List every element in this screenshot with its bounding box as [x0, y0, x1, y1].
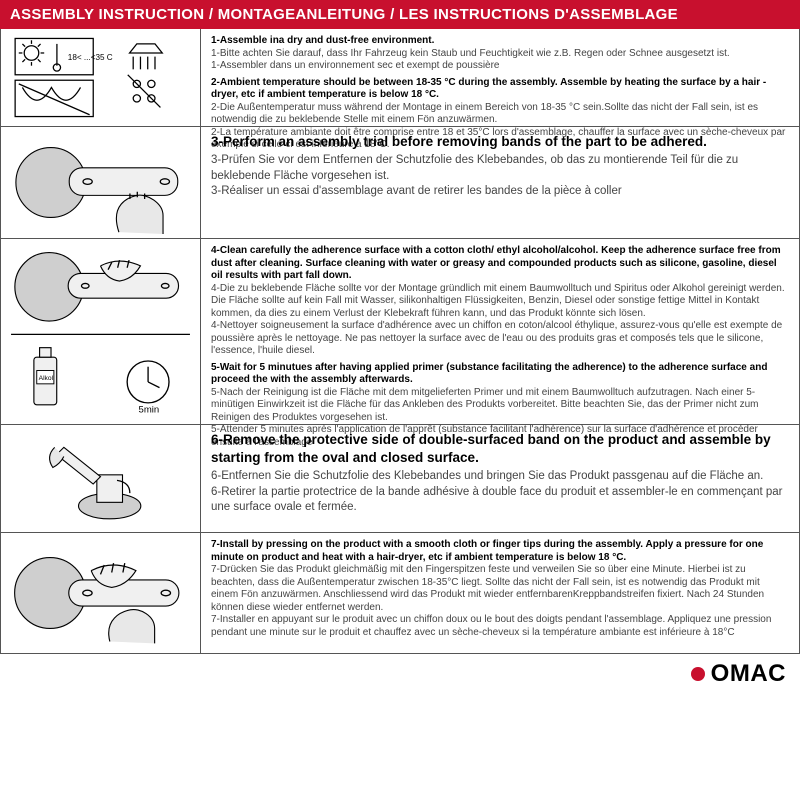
row-5-illustration [1, 533, 201, 653]
row-3-text: 4-Clean carefully the adherence surface … [201, 239, 799, 424]
logo-dot-icon [691, 667, 705, 681]
row-1-illustration: 18< ...<35 C [1, 29, 201, 126]
step-7: 7-Install by pressing on the product wit… [211, 539, 789, 639]
step-1: 1-Assemble ina dry and dust-free environ… [211, 35, 789, 73]
row-3-illustration: Alkol 5min [1, 239, 201, 424]
svg-text:18< ...<35 C: 18< ...<35 C [68, 53, 113, 62]
row-3: Alkol 5min 4-Clean carefully the adheren… [1, 239, 799, 425]
row-5-text: 7-Install by pressing on the product wit… [201, 533, 799, 653]
row-4-illustration [1, 425, 201, 532]
row-2-illustration [1, 127, 201, 238]
step-4: 4-Clean carefully the adherence surface … [211, 245, 789, 358]
row-2: 3-Perform an assembly trial before remov… [1, 127, 799, 239]
row-1: 18< ...<35 C 1-Assemble ina dry [1, 29, 799, 127]
row-5: 7-Install by pressing on the product wit… [1, 533, 799, 653]
step-3: 3-Perform an assembly trial before remov… [211, 133, 789, 200]
row-4: 6-Remove the protective side of double-s… [1, 425, 799, 533]
row-4-text: 6-Remove the protective side of double-s… [201, 425, 799, 532]
step-6: 6-Remove the protective side of double-s… [211, 431, 789, 516]
row-1-text: 1-Assemble ina dry and dust-free environ… [201, 29, 799, 126]
header-title: ASSEMBLY INSTRUCTION / MONTAGEANLEITUNG … [0, 0, 800, 29]
row-2-text: 3-Perform an assembly trial before remov… [201, 127, 799, 238]
footer: OMAC [0, 654, 800, 692]
svg-text:Alkol: Alkol [39, 375, 54, 382]
instruction-table: 18< ...<35 C 1-Assemble ina dry [0, 29, 800, 654]
svg-text:5min: 5min [139, 404, 160, 415]
logo-text: OMAC [711, 660, 786, 688]
